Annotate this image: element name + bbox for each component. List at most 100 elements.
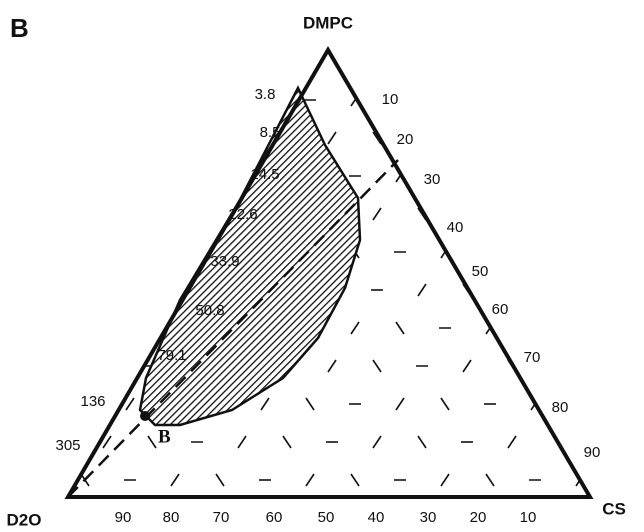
bottom-edge-label: 90 [115, 509, 132, 526]
dash [282, 435, 292, 449]
dash [215, 473, 225, 487]
dash [485, 473, 495, 487]
dash [575, 169, 585, 183]
dash [215, 93, 225, 107]
dilution-line [67, 159, 399, 498]
dash [170, 245, 180, 259]
dash [192, 131, 202, 145]
right-edge-label: 20 [397, 131, 414, 148]
point-label: B [158, 426, 171, 447]
dash [440, 473, 450, 487]
right-edge-label: 10 [382, 91, 399, 108]
point-b [140, 411, 150, 421]
dash [305, 397, 315, 411]
dash [553, 512, 561, 524]
dash [485, 93, 495, 107]
dash [552, 207, 562, 221]
dash [58, 132, 66, 144]
dash [507, 131, 517, 145]
dash [485, 245, 495, 259]
dash [575, 245, 585, 259]
dash [36, 246, 44, 258]
phase-region [138, 85, 362, 427]
dash [260, 397, 270, 411]
right-edge-label: 50 [472, 263, 489, 280]
dash [372, 435, 382, 449]
dash [598, 132, 606, 144]
bottom-edge-label: 40 [368, 509, 385, 526]
dash [125, 397, 135, 411]
dash [125, 169, 135, 183]
dash [147, 435, 157, 449]
left-edge-label: 3.8 [255, 86, 276, 103]
dash [147, 283, 157, 297]
dash [305, 473, 315, 487]
dash [530, 321, 540, 335]
dash [507, 207, 517, 221]
dash [372, 359, 382, 373]
dash [462, 359, 472, 373]
bottom-edge-label: 30 [420, 509, 437, 526]
dash [462, 131, 472, 145]
bottom-edge-label: 60 [266, 509, 283, 526]
bottom-edge-label: 10 [520, 509, 537, 526]
right-edge-label: 30 [424, 171, 441, 188]
dash [440, 397, 450, 411]
dash [102, 359, 112, 373]
dash [36, 474, 44, 486]
dash [237, 131, 247, 145]
left-edge-label: 79.1 [157, 347, 186, 364]
dash [440, 169, 450, 183]
left-edge-label: 14.5 [250, 166, 279, 183]
dash [170, 169, 180, 183]
dash [350, 473, 360, 487]
dash [125, 93, 135, 107]
left-edge-label: 8.5 [260, 124, 281, 141]
bottom-edge-label: 80 [163, 509, 180, 526]
bottom-edge-label: 70 [213, 509, 230, 526]
dash [125, 321, 135, 335]
dash [372, 207, 382, 221]
dash [102, 131, 112, 145]
panel-label: B [10, 13, 29, 43]
bottom-edge-label: 20 [470, 509, 487, 526]
dash [395, 397, 405, 411]
right-edge-label: 80 [552, 399, 569, 416]
bottom-edge-label: 50 [318, 509, 335, 526]
dash [80, 245, 90, 259]
dash [530, 169, 540, 183]
dash [507, 435, 517, 449]
right-edge-label: 60 [492, 301, 509, 318]
dash [350, 321, 360, 335]
vertex-left: D2O [7, 510, 42, 529]
dash [237, 435, 247, 449]
right-edge-label: 90 [584, 444, 601, 461]
dash [598, 284, 606, 296]
dash [193, 512, 201, 524]
dash [147, 207, 157, 221]
dash [58, 284, 66, 296]
dash [80, 93, 90, 107]
dash [102, 435, 112, 449]
dash [552, 283, 562, 297]
vertex-top: DMPC [303, 13, 353, 32]
dash [327, 359, 337, 373]
dash [148, 512, 156, 524]
dash [283, 512, 291, 524]
left-edge-label: 50.8 [195, 302, 224, 319]
dash [80, 321, 90, 335]
dash [327, 131, 337, 145]
dash [58, 360, 66, 372]
dash [170, 473, 180, 487]
dash [395, 321, 405, 335]
dash [530, 93, 540, 107]
dash [36, 398, 44, 410]
right-edge-label: 70 [524, 349, 541, 366]
left-edge-label: 136 [80, 393, 105, 410]
dash [575, 397, 585, 411]
vertex-right: CS [602, 499, 626, 518]
dash [598, 360, 606, 372]
dash [36, 170, 44, 182]
dash [417, 283, 427, 297]
